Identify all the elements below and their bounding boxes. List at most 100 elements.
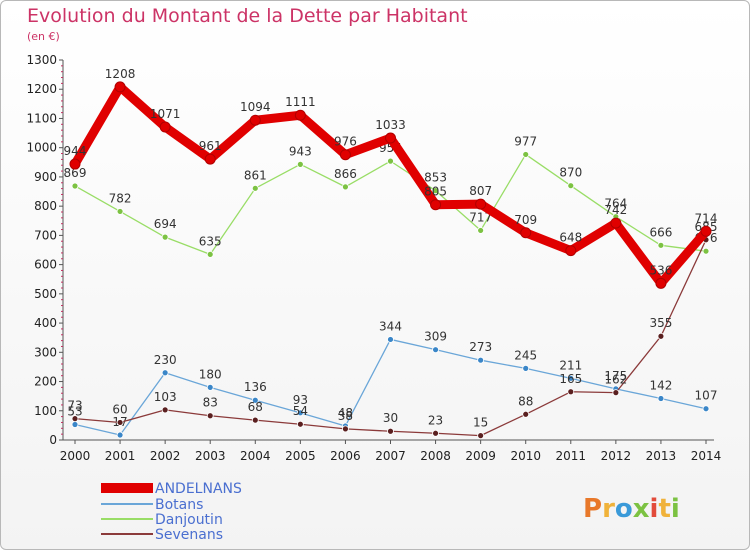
y-tick-label: 1200 xyxy=(26,82,57,96)
data-label: 742 xyxy=(604,203,627,217)
data-point xyxy=(204,153,216,165)
data-point xyxy=(387,336,394,343)
data-label: 309 xyxy=(424,330,447,344)
data-point xyxy=(71,415,79,423)
data-label: 866 xyxy=(334,167,357,181)
data-point xyxy=(251,184,259,192)
data-label: 805 xyxy=(424,185,447,199)
data-point xyxy=(520,227,532,239)
data-label: 142 xyxy=(649,378,672,392)
data-label: 344 xyxy=(379,319,402,333)
data-label: 107 xyxy=(695,389,718,403)
y-tick-label: 400 xyxy=(34,316,57,330)
chart-title: Evolution du Montant de la Dette par Hab… xyxy=(27,5,468,27)
legend-label: Botans xyxy=(155,497,203,513)
data-label: 1094 xyxy=(240,100,271,114)
data-label: 666 xyxy=(649,225,672,239)
data-point xyxy=(71,421,79,428)
y-tick-label: 200 xyxy=(34,375,57,389)
data-label: 165 xyxy=(559,372,582,386)
x-tick-label: 2009 xyxy=(465,449,496,463)
data-point xyxy=(116,208,124,215)
y-tick-label: 900 xyxy=(34,170,57,184)
data-point xyxy=(655,277,667,289)
data-point xyxy=(251,396,259,404)
data-label: 870 xyxy=(559,166,582,180)
data-label: 694 xyxy=(154,217,177,231)
data-label: 976 xyxy=(334,135,357,149)
data-point xyxy=(161,369,169,377)
data-point xyxy=(296,160,304,168)
data-label: 869 xyxy=(64,166,87,180)
data-point xyxy=(385,132,396,144)
x-tick-label: 2001 xyxy=(105,449,136,463)
y-tick-label: 1300 xyxy=(26,53,57,67)
y-tick-label: 600 xyxy=(34,258,57,272)
data-point xyxy=(477,227,485,234)
data-label: 536 xyxy=(649,263,672,277)
data-label: 1208 xyxy=(105,67,136,81)
data-point xyxy=(432,346,439,354)
data-point xyxy=(430,199,442,211)
data-point xyxy=(296,409,304,417)
data-point xyxy=(251,416,259,424)
data-point xyxy=(432,187,439,195)
x-tick-label: 2006 xyxy=(330,449,361,463)
x-tick-label: 2002 xyxy=(150,449,181,463)
legend-label: ANDELNANS xyxy=(155,481,242,497)
data-point xyxy=(702,247,710,255)
y-tick-label: 300 xyxy=(34,345,57,359)
data-label: 273 xyxy=(469,340,492,354)
x-tick-label: 2014 xyxy=(691,449,722,463)
data-label: 68 xyxy=(248,400,263,414)
data-label: 30 xyxy=(383,411,398,425)
proxiti-logo: Proxiti xyxy=(583,494,680,524)
data-label: 355 xyxy=(649,316,672,330)
data-label: 73 xyxy=(67,399,82,413)
legend-label: Danjoutin xyxy=(155,512,223,528)
data-label: 136 xyxy=(244,380,267,394)
data-point xyxy=(567,182,575,190)
data-label: 709 xyxy=(514,213,537,227)
x-tick-label: 2003 xyxy=(195,449,226,463)
data-label: 60 xyxy=(112,402,127,416)
data-point xyxy=(522,410,530,418)
data-point xyxy=(114,81,126,93)
x-tick-label: 2007 xyxy=(375,449,406,463)
data-point xyxy=(567,374,575,382)
data-point xyxy=(116,419,124,426)
y-tick-label: 800 xyxy=(34,199,57,213)
data-label: 943 xyxy=(289,144,312,158)
data-label: 977 xyxy=(514,134,537,148)
y-tick-label: 0 xyxy=(49,433,57,447)
data-point xyxy=(477,356,485,364)
data-point xyxy=(69,158,81,170)
data-point xyxy=(296,420,304,428)
data-point xyxy=(206,383,214,391)
data-point xyxy=(294,109,306,121)
data-label: 635 xyxy=(199,234,222,248)
data-label: 961 xyxy=(199,139,222,153)
data-point xyxy=(159,121,171,133)
data-label: 88 xyxy=(518,394,533,408)
data-label: 38 xyxy=(338,409,353,423)
data-label: 861 xyxy=(244,168,267,182)
data-label: 53 xyxy=(67,405,82,419)
x-tick-label: 2005 xyxy=(285,449,316,463)
data-point xyxy=(657,332,665,340)
data-point xyxy=(249,114,261,126)
data-label: 175 xyxy=(604,369,627,383)
legend-label: Sevenans xyxy=(155,527,223,543)
data-point xyxy=(567,388,575,396)
data-point xyxy=(612,389,620,397)
data-label: 162 xyxy=(604,373,627,387)
data-label: 15 xyxy=(473,416,488,430)
data-label: 853 xyxy=(424,171,447,185)
data-label: 48 xyxy=(338,406,353,420)
y-tick-label: 700 xyxy=(34,228,57,242)
x-tick-label: 2012 xyxy=(601,449,632,463)
data-label: 23 xyxy=(428,413,443,427)
y-tick-label: 500 xyxy=(34,287,57,301)
data-label: 1111 xyxy=(285,95,316,109)
data-point xyxy=(522,364,530,372)
